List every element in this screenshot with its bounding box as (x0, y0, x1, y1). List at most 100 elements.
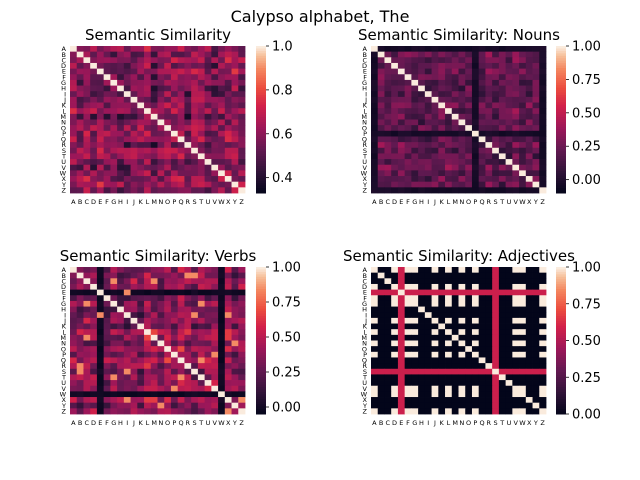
heatmap-cell (471, 91, 480, 98)
heatmap-cell (144, 374, 152, 381)
heatmap-cell (90, 272, 98, 279)
heatmap-cell (150, 85, 158, 92)
heatmap-cell (177, 306, 185, 313)
heatmap-cell (411, 187, 419, 194)
heatmap-cell (458, 46, 466, 53)
heatmap-cell (150, 397, 158, 404)
heatmap-cell (218, 68, 226, 75)
heatmap-cell (445, 46, 453, 53)
heatmap-cell (110, 119, 118, 126)
heatmap-cell (110, 278, 118, 285)
heatmap-cell (170, 142, 179, 149)
heatmap-cell (445, 170, 453, 177)
heatmap-cell (532, 164, 540, 171)
heatmap-cell (157, 289, 165, 296)
heatmap-cell (204, 136, 212, 143)
heatmap-cell (377, 176, 385, 183)
heatmap-cell (519, 142, 527, 149)
heatmap-cell (150, 402, 158, 409)
heatmap-cell (76, 408, 84, 415)
heatmap-cell (110, 312, 118, 319)
heatmap-cell (150, 380, 158, 387)
heatmap-cell (238, 300, 246, 307)
heatmap-cell (137, 334, 145, 341)
heatmap-cell (117, 340, 125, 347)
heatmap-cell (144, 102, 152, 109)
heatmap-cell (76, 397, 84, 404)
heatmap-cell (498, 147, 507, 154)
y-tick-label: V (62, 164, 67, 172)
colorbar-segment (556, 114, 566, 118)
heatmap-cell (418, 391, 426, 398)
heatmap-cell (150, 119, 158, 126)
heatmap-cell (144, 363, 152, 370)
heatmap-cell (117, 147, 125, 154)
heatmap-cell (231, 108, 239, 115)
heatmap-cell (525, 380, 533, 387)
y-tick-label: S (363, 147, 367, 155)
heatmap-cell (492, 380, 500, 387)
colorbar-segment (556, 72, 566, 76)
heatmap-cell (397, 153, 406, 160)
heatmap-cell (211, 283, 219, 291)
heatmap-cell (137, 113, 145, 120)
heatmap-cell (471, 374, 480, 381)
heatmap-cell (445, 334, 453, 341)
heatmap-cell (191, 351, 199, 358)
colorbar-tick-label: 0.75 (572, 73, 601, 88)
colorbar-segment (556, 121, 566, 125)
heatmap-cell (238, 147, 246, 154)
heatmap-cell (532, 159, 540, 166)
colorbar-segment (256, 148, 266, 152)
heatmap-cell (224, 402, 232, 409)
colorbar-segment (556, 355, 566, 359)
heatmap-cell (130, 363, 138, 370)
heatmap-cell (123, 306, 131, 313)
heatmap-cell (397, 317, 406, 324)
heatmap-cell (157, 391, 165, 398)
heatmap-cell (117, 402, 125, 409)
heatmap-cell (211, 391, 219, 398)
heatmap-cell (231, 85, 239, 92)
heatmap-cell (103, 357, 111, 364)
x-tick-label: Z (540, 198, 545, 206)
heatmap-cell (377, 108, 385, 115)
heatmap-cell (445, 340, 453, 347)
colorbar-segment (256, 318, 266, 322)
heatmap-cell (512, 368, 520, 375)
heatmap-cell (512, 283, 520, 291)
heatmap-cell (130, 176, 138, 183)
heatmap-cell (445, 108, 453, 115)
heatmap-cell (157, 272, 165, 279)
heatmap-cell (218, 306, 226, 313)
heatmap-cell (191, 62, 199, 70)
heatmap-cell (218, 267, 226, 274)
heatmap-cell (411, 402, 419, 409)
x-tick-label: L (146, 198, 150, 206)
heatmap-cell (445, 130, 453, 137)
heatmap-cell (532, 102, 540, 109)
heatmap-cell (224, 283, 232, 291)
heatmap-cell (391, 57, 399, 64)
heatmap-cell (424, 136, 432, 143)
heatmap-cell (438, 46, 446, 53)
heatmap-cell (224, 340, 232, 347)
heatmap-cell (144, 278, 152, 285)
heatmap-cell (224, 334, 232, 341)
heatmap-cell (197, 329, 206, 336)
heatmap-cell (137, 300, 145, 307)
heatmap-cell (424, 125, 432, 132)
heatmap-cell (170, 159, 179, 166)
heatmap-cell (76, 385, 84, 392)
heatmap-cell (404, 385, 412, 392)
heatmap-cell (471, 312, 480, 319)
heatmap-cell (377, 368, 385, 375)
heatmap-cell (397, 363, 406, 370)
heatmap-cell (465, 108, 473, 115)
colorbar-segment (556, 77, 566, 81)
heatmap-cell (231, 62, 239, 70)
heatmap-cell (117, 96, 125, 103)
heatmap-cell (485, 329, 493, 336)
heatmap-cell (197, 176, 206, 183)
heatmap-cell (184, 125, 192, 132)
